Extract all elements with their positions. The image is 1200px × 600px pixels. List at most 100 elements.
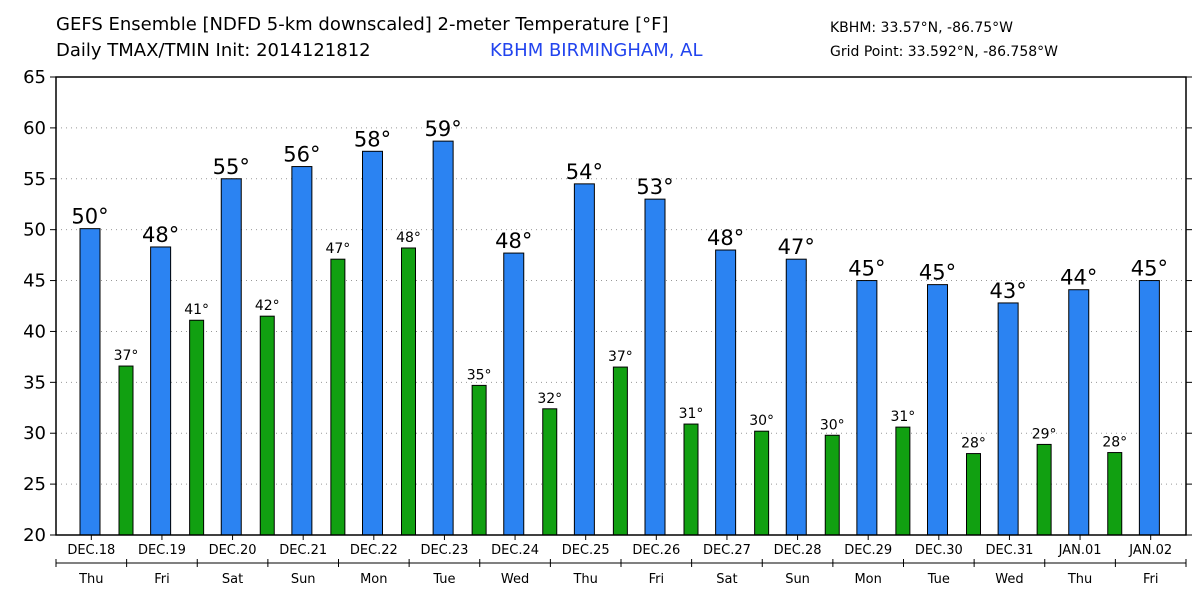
weekday-label: Wed (501, 572, 529, 587)
tmax-bar (785, 258, 807, 536)
date-label: DEC.21 (279, 543, 327, 558)
y-tick-label: 35 (23, 372, 46, 393)
tmin-bar (754, 430, 770, 536)
tmax-bar (503, 252, 525, 536)
tmin-bar (1107, 452, 1123, 536)
tmin-bar (330, 258, 346, 536)
tmin-value-label: 42° (255, 298, 280, 314)
tmax-value-label: 43° (990, 279, 1027, 303)
tmin-bar (1036, 443, 1052, 536)
date-label: DEC.28 (774, 543, 822, 558)
plot-border (55, 76, 1187, 536)
tmax-bar (291, 166, 313, 536)
y-tick-label: 50 (23, 220, 46, 241)
tmin-value-label: 30° (820, 417, 845, 433)
date-label: JAN.01 (1058, 543, 1102, 558)
y-tick-label: 45 (23, 271, 46, 292)
tmin-value-label: 37° (114, 348, 139, 364)
tmax-bar (927, 284, 948, 536)
tmax-bar (150, 246, 172, 536)
tmin-value-label: 37° (608, 349, 633, 365)
weekday-label: Sat (222, 572, 243, 587)
y-tick-label: 20 (23, 525, 46, 546)
tmin-value-label: 35° (467, 367, 492, 383)
y-tick-label: 55 (23, 169, 46, 190)
y-tick-label: 40 (23, 321, 46, 342)
date-label: DEC.26 (632, 543, 680, 558)
date-label: DEC.23 (420, 543, 468, 558)
date-label: DEC.30 (915, 543, 963, 558)
tmax-value-label: 54° (566, 160, 603, 184)
tmax-bar (220, 178, 242, 536)
tmax-value-label: 58° (354, 127, 391, 151)
weekday-label: Mon (854, 572, 881, 587)
tmax-value-label: 50° (71, 205, 108, 229)
tmin-value-label: 31° (679, 406, 704, 422)
grid-point-coordinates: Grid Point: 33.592°N, -86.758°W (830, 44, 1058, 60)
tmax-value-label: 53° (636, 175, 673, 199)
tmax-value-label: 45° (919, 261, 956, 285)
weekday-label: Wed (995, 572, 1023, 587)
tmin-bar (259, 315, 275, 536)
weekday-label: Sat (716, 572, 737, 587)
date-label: DEC.31 (985, 543, 1033, 558)
weekday-label: Sun (291, 572, 316, 587)
tmax-value-label: 45° (848, 257, 885, 281)
tmin-value-label: 28° (961, 436, 986, 452)
tmin-value-label: 31° (890, 409, 915, 425)
weekday-label: Tue (432, 572, 455, 587)
weekday-label: Fri (154, 572, 170, 587)
tmin-value-label: 48° (396, 230, 421, 246)
tmin-value-label: 28° (1102, 435, 1127, 451)
weekday-label: Tue (927, 572, 950, 587)
tmax-value-label: 59° (425, 117, 462, 141)
tmin-value-label: 32° (537, 391, 562, 407)
date-label: DEC.22 (350, 543, 398, 558)
y-tick-label: 60 (23, 118, 46, 139)
station-coordinates: KBHM: 33.57°N, -86.75°W (830, 20, 1013, 36)
tmin-value-label: 41° (184, 302, 209, 318)
weekday-label: Thu (572, 572, 597, 587)
tmin-bar (118, 365, 134, 536)
tmin-bar (895, 426, 911, 536)
tmax-value-label: 48° (495, 229, 532, 253)
y-tick-label: 30 (23, 423, 46, 444)
weekday-label: Thu (78, 572, 103, 587)
tmax-bar (1068, 289, 1090, 536)
tmin-value-label: 47° (325, 241, 350, 257)
tmax-bar (573, 183, 595, 536)
weekday-label: Fri (1143, 572, 1159, 587)
date-label: DEC.29 (844, 543, 892, 558)
tmax-bar (362, 150, 383, 536)
weekday-label: Thu (1067, 572, 1092, 587)
tmin-bar (612, 366, 628, 536)
tmin-bar (966, 453, 981, 536)
tmin-value-label: 30° (749, 413, 774, 429)
tmin-bar (824, 434, 840, 536)
station-name: KBHM BIRMINGHAM, AL (490, 40, 703, 61)
tmin-value-label: 29° (1032, 426, 1057, 442)
date-label: JAN.02 (1128, 543, 1172, 558)
tmin-bar (542, 408, 558, 536)
chart-subtitle: Daily TMAX/TMIN Init: 2014121812 (56, 40, 371, 61)
date-label: DEC.24 (491, 543, 539, 558)
tmin-bar (471, 384, 487, 536)
tmax-bar (79, 228, 101, 536)
tmin-bar (683, 423, 699, 536)
tmax-bar (432, 140, 454, 536)
tmax-value-label: 44° (1060, 266, 1097, 290)
weekday-label: Sun (785, 572, 810, 587)
y-tick-label: 65 (23, 67, 46, 88)
tmax-value-label: 47° (778, 235, 815, 259)
weekday-label: Fri (649, 572, 665, 587)
date-label: DEC.19 (138, 543, 186, 558)
tmax-bar (1138, 280, 1160, 536)
tmin-bar (189, 319, 205, 536)
date-label: DEC.27 (703, 543, 751, 558)
tmax-bar (644, 198, 666, 536)
tmax-value-label: 56° (283, 143, 320, 167)
date-label: DEC.25 (562, 543, 610, 558)
date-label: DEC.18 (67, 543, 115, 558)
tmax-bar (856, 280, 878, 536)
